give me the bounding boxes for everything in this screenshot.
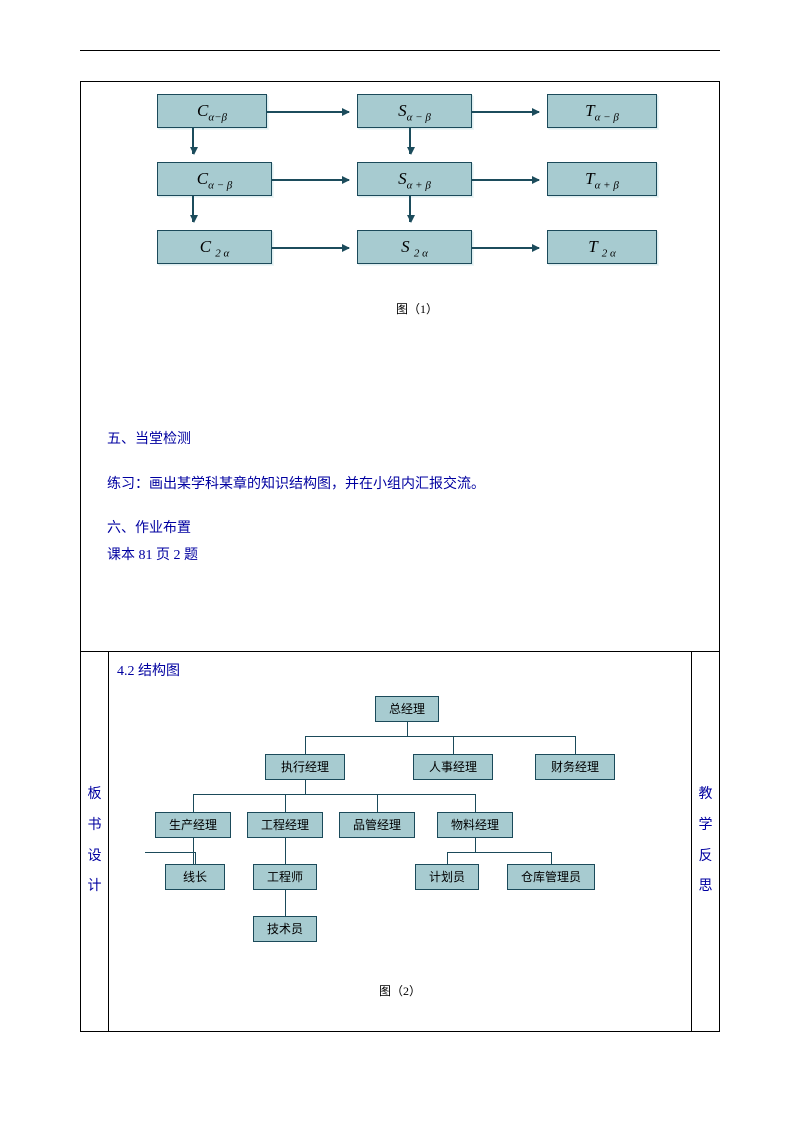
org-hr: 人事经理 xyxy=(413,754,493,780)
org-line-seg xyxy=(285,838,286,864)
org-line-seg xyxy=(285,890,286,916)
flow-box-s-ab-minus: Sα − β xyxy=(357,94,472,128)
flow-box-c-2a: C 2 α xyxy=(157,230,272,264)
org-line-seg xyxy=(193,794,194,812)
flow-box-c-ab-minus-2: Cα − β xyxy=(157,162,272,196)
org-mat: 物料经理 xyxy=(437,812,513,838)
arrow-v xyxy=(192,196,194,222)
layout-table: Cα−β Sα − β Tα − β Cα − β Sα + β Tα + β … xyxy=(80,81,720,1032)
org-line-seg xyxy=(305,780,306,794)
arrow-h xyxy=(472,111,539,113)
flow-box-t-2a: T 2 α xyxy=(547,230,657,264)
org-line-seg xyxy=(145,852,195,853)
arrow-h xyxy=(272,179,349,181)
practice-text: 练习：画出某学科某章的知识结构图，并在小组内汇报交流。 xyxy=(107,472,713,499)
left-label: 板书设计 xyxy=(81,652,109,1032)
org-caption: 图（2） xyxy=(115,982,685,999)
org-eng: 工程经理 xyxy=(247,812,323,838)
flow-box-c-ab-minus: Cα−β xyxy=(157,94,267,128)
org-line-seg xyxy=(447,852,551,853)
org-line-seg xyxy=(407,722,408,736)
org-exec: 执行经理 xyxy=(265,754,345,780)
arrow-h xyxy=(472,179,539,181)
org-qc: 品管经理 xyxy=(339,812,415,838)
org-line-seg xyxy=(447,852,448,864)
bottom-center-cell: 4.2 结构图 总经理 执行经理 人事经理 财务经理 生产经理 工程经理 品管经… xyxy=(109,652,692,1032)
org-line-seg xyxy=(285,794,286,812)
arrow-h xyxy=(472,247,539,249)
org-line-seg xyxy=(575,736,576,754)
arrow-v xyxy=(192,128,194,154)
title-4-2: 4.2 结构图 xyxy=(115,658,685,686)
section-5-heading: 五、当堂检测 xyxy=(107,427,713,454)
org-chart: 总经理 执行经理 人事经理 财务经理 生产经理 工程经理 品管经理 物料经理 线… xyxy=(135,696,665,976)
org-fin: 财务经理 xyxy=(535,754,615,780)
arrow-v xyxy=(409,128,411,154)
org-prod: 生产经理 xyxy=(155,812,231,838)
top-rule xyxy=(80,50,720,51)
right-label: 教学反思 xyxy=(692,652,720,1032)
section-6-heading: 六、作业布置 xyxy=(107,516,713,543)
arrow-h xyxy=(267,111,349,113)
org-enger: 工程师 xyxy=(253,864,317,890)
org-line-seg xyxy=(453,736,454,754)
org-line-seg xyxy=(475,838,476,852)
org-gm: 总经理 xyxy=(375,696,439,722)
arrow-v xyxy=(409,196,411,222)
org-line-seg xyxy=(193,794,475,795)
org-tech: 技术员 xyxy=(253,916,317,942)
org-ware: 仓库管理员 xyxy=(507,864,595,890)
org-line-seg xyxy=(377,794,378,812)
org-line-seg xyxy=(193,838,194,864)
top-cell: Cα−β Sα − β Tα − β Cα − β Sα + β Tα + β … xyxy=(81,82,720,652)
flow-box-t-ab-plus: Tα + β xyxy=(547,162,657,196)
org-line-seg xyxy=(475,794,476,812)
org-line-seg xyxy=(551,852,552,864)
org-line-seg xyxy=(195,852,196,864)
org-line: 线长 xyxy=(165,864,225,890)
section-body: 五、当堂检测 练习：画出某学科某章的知识结构图，并在小组内汇报交流。 六、作业布… xyxy=(87,427,713,569)
flow-box-t-ab-minus: Tα − β xyxy=(547,94,657,128)
homework-text: 课本 81 页 2 题 xyxy=(107,543,713,570)
flow-box-s-ab-plus: Sα + β xyxy=(357,162,472,196)
org-line-seg xyxy=(305,736,575,737)
flowchart-1: Cα−β Sα − β Tα − β Cα − β Sα + β Tα + β … xyxy=(147,94,687,294)
page: Cα−β Sα − β Tα − β Cα − β Sα + β Tα + β … xyxy=(0,0,800,1132)
org-plan: 计划员 xyxy=(415,864,479,890)
arrow-h xyxy=(272,247,349,249)
flow-box-s-2a: S 2 α xyxy=(357,230,472,264)
org-line-seg xyxy=(305,736,306,754)
flow1-caption: 图（1） xyxy=(147,300,687,317)
